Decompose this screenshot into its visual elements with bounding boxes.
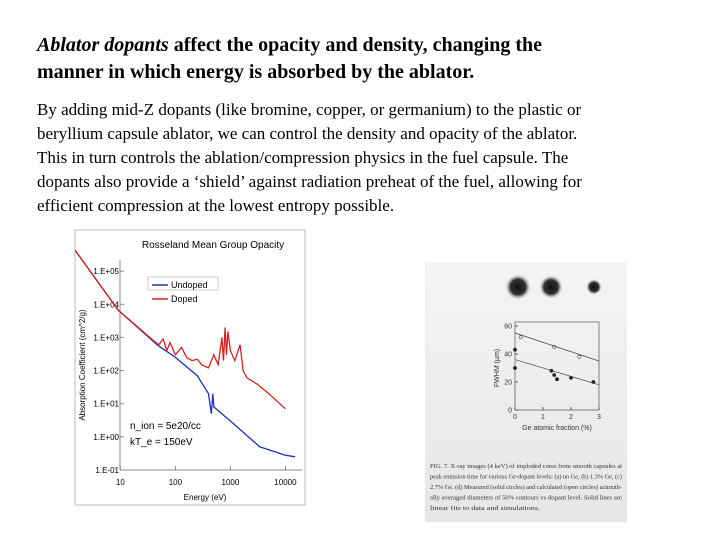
figure-frame [74,229,306,506]
title-emphasis: Ablator dopants [37,34,169,56]
y-tick-label: 20 [504,380,512,387]
legend-label: Undoped [171,280,208,290]
y-tick-label: 1.E+00 [93,433,119,442]
fit-line [514,332,600,362]
point [513,366,517,370]
y-axis-label: FWHM (µm) [494,349,501,387]
fit-line [514,359,600,386]
point [552,345,557,349]
y-axis-label: Absorption Coefficient (cm^2/g) [78,309,87,421]
x-tick-label: 10 [116,478,125,487]
y-tick-label: 60 [504,324,512,331]
title-line: affect the opacity and density, changing… [168,34,543,56]
xray-spot [586,279,602,295]
chart-title: Rosseland Mean Group Opacity [142,240,284,251]
point [555,377,559,382]
x-axis-label: Ge atomic fraction (%) [522,425,592,432]
x-tick-label: 3 [597,414,601,421]
body-line: beryllium capsule ablator, we can contro… [37,124,578,143]
xray-spot [505,274,531,300]
x-axis-label: Energy (eV) [184,493,227,502]
title-line: manner in which energy is absorbed by th… [37,61,475,83]
series-line [75,249,286,410]
body-line: This in turn controls the ablation/compr… [37,148,569,167]
y-tick-label: 1.E+04 [93,300,119,309]
xray-spot [539,275,563,299]
y-tick-label: 1.E+01 [93,400,119,409]
y-tick-label: 40 [504,352,512,359]
plot-frame [514,321,600,411]
slide-title: Ablator dopants affect the opacity and d… [37,32,542,86]
point [552,373,557,377]
series-line [75,249,296,458]
point [513,347,517,352]
y-tick-label: 1.E+03 [93,333,119,342]
annotation: kT_e = 150eV [130,437,193,448]
scan-background [425,262,627,522]
caption-line: ally averaged diameters of 50% contours … [430,495,622,502]
y-tick-label: 1.E-01 [95,466,119,475]
point [577,354,582,359]
plot [75,249,296,458]
legend-box [148,291,218,304]
caption-line: peak emission time for various Ge-dopant… [430,474,622,481]
x-tick-label: 1 [541,414,545,421]
x-tick-label: 2 [569,414,573,421]
slide-body: By adding mid-Z dopants (like bromine, c… [37,98,582,218]
x-tick-label: 10000 [274,478,297,487]
legend-box [147,276,219,291]
x-tick-label: 0 [513,414,517,421]
x-tick-label: 100 [169,478,183,487]
body-line: By adding mid-Z dopants (like bromine, c… [37,100,582,119]
caption-line: 2.7% Ge. (d) Measured (solid circles) an… [430,484,622,491]
caption-line: FIG. 7. X-ray images (4 keV) of imploded… [430,463,622,470]
y-tick-label: 1.E+02 [93,367,119,376]
body-line: dopants also provide a ‘shield’ against … [37,172,582,191]
y-tick-label: 0 [508,408,512,415]
body-line: efficient compression at the lowest entr… [37,196,395,215]
annotation: n_ion = 5e20/cc [130,421,201,432]
caption-line: linear fits to data and simulations. [430,505,540,512]
x-tick-label: 1000 [222,478,240,487]
y-tick-label: 1.E+05 [93,267,119,276]
legend-label: Doped [171,294,198,304]
point [518,335,523,340]
